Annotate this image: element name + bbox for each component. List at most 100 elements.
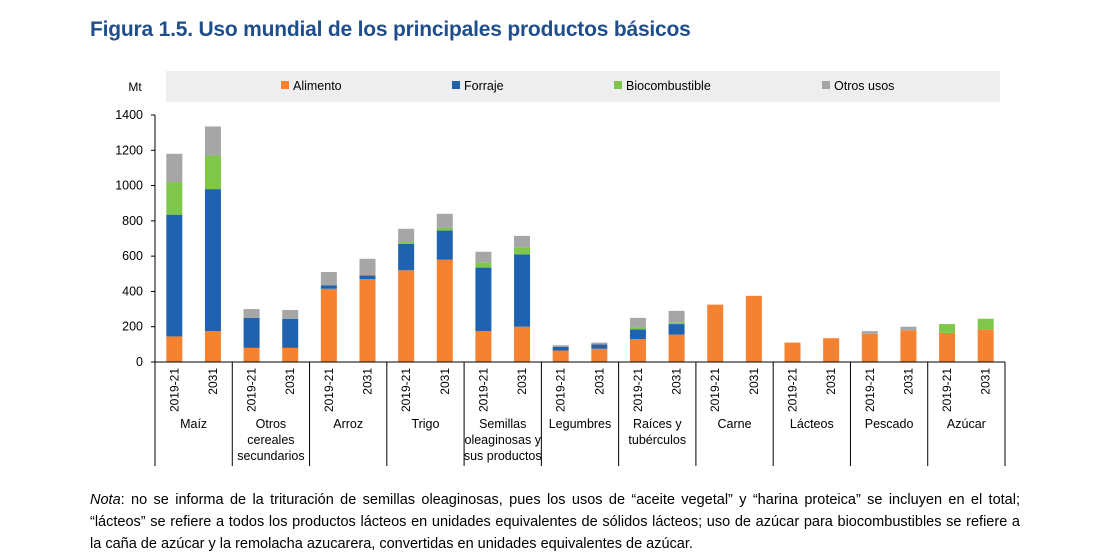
- bar-segment-otros-usos: [629, 317, 646, 328]
- y-axis-unit-label: Mt: [128, 80, 142, 94]
- legend-label-3: Biocombustible: [626, 79, 711, 93]
- period-label: 2019-21: [786, 368, 800, 412]
- category-label: secundarios: [237, 449, 304, 463]
- bar-segment-alimento: [552, 350, 569, 362]
- bar-segment-otros-usos: [900, 326, 917, 331]
- bar-segment-biocombustible: [475, 262, 492, 268]
- legend-swatch-1: [281, 81, 289, 89]
- bar-segment-alimento: [784, 342, 801, 362]
- category-label: oleaginosas y: [465, 433, 542, 447]
- bar-segment-otros-usos: [514, 235, 531, 248]
- bar-segment-alimento: [204, 331, 221, 362]
- figure-title: Figura 1.5. Uso mundial de los principal…: [90, 18, 691, 41]
- category-label: cereales: [247, 433, 294, 447]
- category-label: Arroz: [333, 417, 363, 431]
- bar-segment-otros-usos: [243, 309, 260, 318]
- period-label: 2019-21: [399, 368, 413, 412]
- period-label: 2019-21: [631, 368, 645, 412]
- category-label: Maíz: [180, 417, 207, 431]
- y-tick-label: 0: [136, 355, 143, 369]
- bar-segment-alimento: [900, 330, 917, 362]
- bar-segment-alimento: [745, 295, 762, 362]
- bar-segment-otros-usos: [861, 331, 878, 334]
- bar-segment-biocombustible: [436, 227, 453, 231]
- bar-segment-alimento: [707, 304, 724, 362]
- y-tick-label: 600: [122, 249, 143, 263]
- bar-segment-biocombustible: [939, 324, 956, 333]
- bar-segment-otros-usos: [282, 309, 299, 319]
- bar-segment-alimento: [861, 333, 878, 362]
- bar-segment-alimento: [977, 329, 994, 362]
- bar-segment-alimento: [243, 347, 260, 362]
- period-label: 2019-21: [940, 368, 954, 412]
- bar-segment-alimento: [629, 339, 646, 362]
- bar-segment-alimento: [668, 334, 685, 362]
- period-label: 2019-21: [322, 368, 336, 412]
- legend-label-4: Otros usos: [834, 79, 894, 93]
- category-label: Semillas: [479, 417, 526, 431]
- bar-segment-otros-usos: [591, 342, 608, 345]
- bar-segment-forraje: [282, 318, 299, 348]
- bar-segment-alimento: [436, 259, 453, 362]
- bar-segment-forraje: [591, 344, 608, 349]
- period-label: 2019-21: [554, 368, 568, 412]
- category-label: Pescado: [865, 417, 914, 431]
- period-label: 2031: [438, 368, 452, 395]
- period-label: 2031: [361, 368, 375, 395]
- legend-swatch-2: [452, 81, 460, 89]
- period-label: 2031: [206, 368, 220, 395]
- bar-segment-forraje: [436, 230, 453, 260]
- y-tick-label: 1200: [115, 143, 143, 157]
- bar-segment-forraje: [320, 285, 337, 289]
- period-label: 2031: [670, 368, 684, 395]
- bar-segment-otros-usos: [398, 228, 415, 243]
- bar-segment-alimento: [939, 332, 956, 362]
- category-label: sus productos: [464, 449, 542, 463]
- category-label: Raíces y: [633, 417, 682, 431]
- bar-segment-alimento: [475, 331, 492, 362]
- legend: Alimento Forraje Biocombustible Otros usos: [281, 79, 894, 93]
- bars: [166, 126, 994, 362]
- bar-segment-otros-usos: [359, 258, 376, 276]
- bar-segment-biocombustible: [977, 318, 994, 330]
- y-axis: 0 200 400 600 800 1000 1200 1400: [115, 108, 156, 369]
- stacked-bar-chart: Alimento Forraje Biocombustible Otros usos …: [115, 71, 1006, 466]
- bar-segment-forraje: [629, 329, 646, 340]
- bar-segment-alimento: [823, 338, 840, 362]
- period-label: 2019-21: [167, 368, 181, 412]
- bar-segment-forraje: [552, 347, 569, 351]
- footnote: Nota: no se informa de la trituración de…: [90, 489, 1020, 555]
- y-tick-label: 400: [122, 284, 143, 298]
- bar-segment-biocombustible: [166, 182, 183, 215]
- period-label: 2019-21: [708, 368, 722, 412]
- bar-segment-biocombustible: [668, 322, 685, 325]
- period-label: 2019-21: [476, 368, 490, 412]
- bar-segment-alimento: [166, 336, 183, 362]
- bar-segment-forraje: [243, 317, 260, 348]
- period-label: 2019-21: [863, 368, 877, 412]
- legend-label-2: Forraje: [464, 79, 504, 93]
- period-label: 2031: [283, 368, 297, 395]
- bar-segment-alimento: [591, 348, 608, 362]
- period-label: 2031: [979, 368, 993, 395]
- bar-segment-forraje: [166, 214, 183, 337]
- period-label: 2031: [901, 368, 915, 395]
- bar-segment-forraje: [204, 189, 221, 332]
- footnote-text: : no se informa de la trituración de sem…: [90, 492, 1020, 552]
- category-label: Lácteos: [790, 417, 834, 431]
- legend-box: [166, 71, 1000, 102]
- bar-segment-alimento: [282, 347, 299, 362]
- footnote-label: Nota: [90, 492, 121, 508]
- bar-segment-alimento: [514, 326, 531, 362]
- category-label: Legumbres: [549, 417, 612, 431]
- bar-segment-biocombustible: [514, 247, 531, 255]
- period-label: 2031: [824, 368, 838, 395]
- period-label: 2031: [515, 368, 529, 395]
- legend-swatch-3: [614, 81, 622, 89]
- category-label: Azúcar: [947, 417, 986, 431]
- y-tick-label: 800: [122, 214, 143, 228]
- bar-segment-forraje: [514, 254, 531, 327]
- category-label: Carne: [718, 417, 752, 431]
- period-label: 2019-21: [245, 368, 259, 412]
- bar-segment-otros-usos: [552, 345, 569, 348]
